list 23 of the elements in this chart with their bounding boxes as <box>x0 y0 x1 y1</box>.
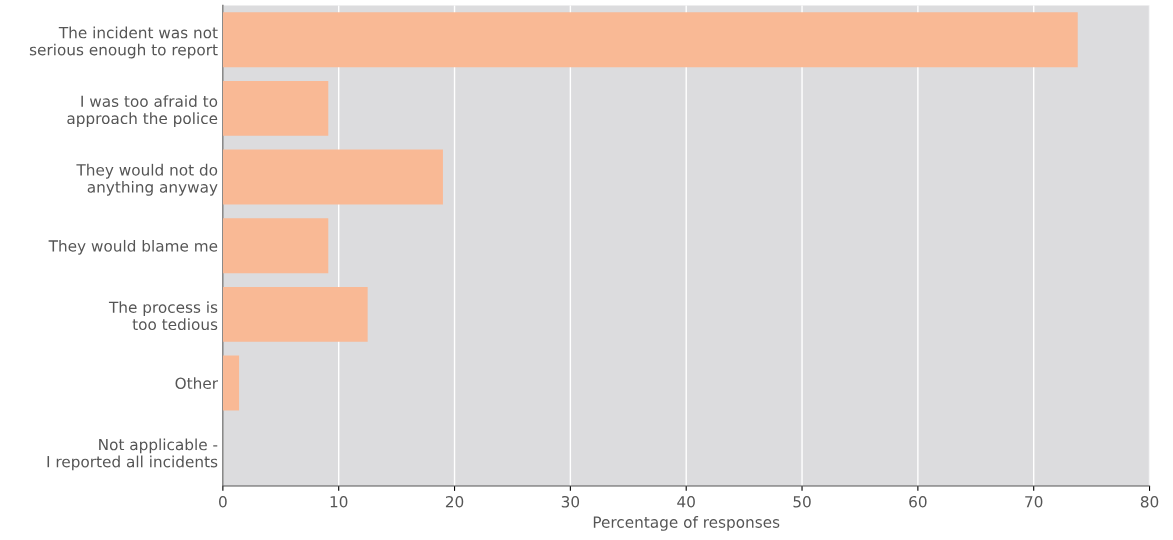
x-axis-title: Percentage of responses <box>593 516 780 531</box>
bar <box>222 355 240 411</box>
x-tick-label: 70 <box>1025 495 1043 508</box>
y-tick-label: The incident was not serious enough to report <box>29 26 218 59</box>
bar <box>222 218 329 274</box>
y-tick-label: Not applicable - I reported all incidents <box>47 438 218 471</box>
y-tick-label: I was too afraid to approach the police <box>67 95 218 128</box>
x-tick-label: 10 <box>330 495 348 508</box>
x-tick-label: 40 <box>677 495 695 508</box>
bar <box>222 12 1078 68</box>
x-tick-label: 30 <box>561 495 580 508</box>
x-tick-label: 60 <box>909 495 927 508</box>
x-tick-label: 20 <box>445 495 464 508</box>
y-tick-label: The process is too tedious <box>108 301 218 331</box>
y-tick-label: Other <box>175 377 219 390</box>
x-tick-label: 80 <box>1140 495 1159 508</box>
bar <box>222 286 368 342</box>
y-tick-label: They would blame me <box>48 239 218 255</box>
y-tick-label: They would not do anything anyway <box>76 163 218 196</box>
x-tick-label: 50 <box>793 495 811 508</box>
bar <box>222 149 443 205</box>
x-tick-label: 0 <box>219 495 227 508</box>
bar <box>222 80 329 136</box>
